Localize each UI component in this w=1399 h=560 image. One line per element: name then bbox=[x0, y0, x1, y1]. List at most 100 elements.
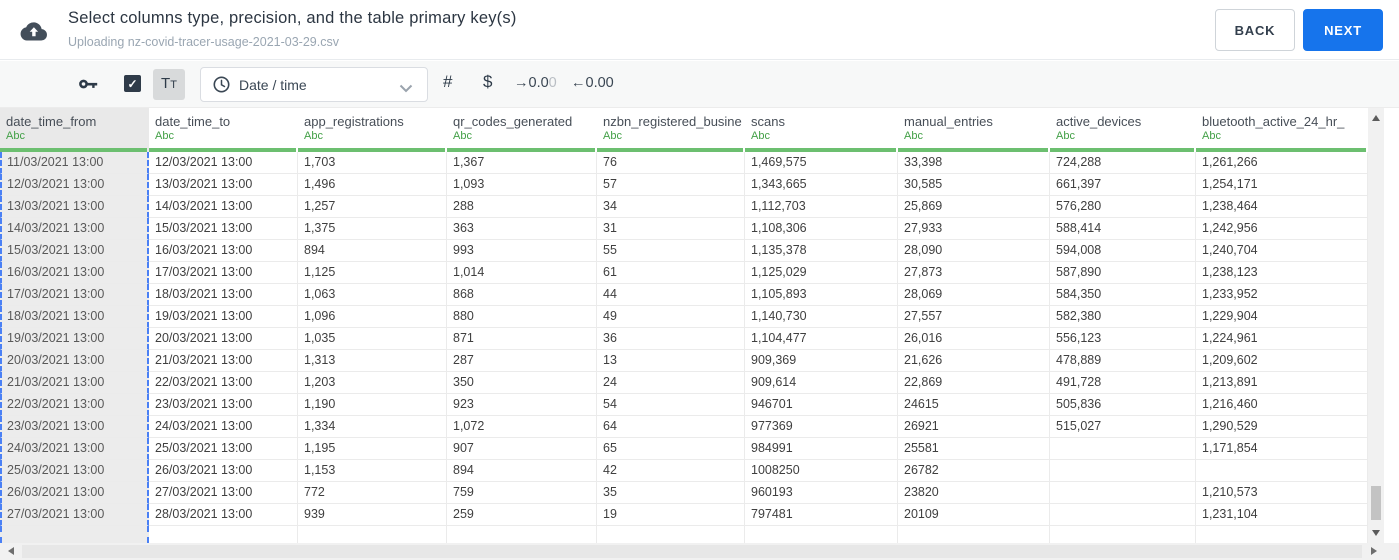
table-cell[interactable]: 28,069 bbox=[898, 284, 1050, 306]
table-cell[interactable]: 44 bbox=[597, 284, 745, 306]
table-cell[interactable]: 11/03/2021 13:00 bbox=[0, 152, 149, 174]
table-cell[interactable]: 491,728 bbox=[1050, 372, 1196, 394]
table-cell[interactable]: 587,890 bbox=[1050, 262, 1196, 284]
table-cell[interactable]: 27,557 bbox=[898, 306, 1050, 328]
primary-key-checkbox[interactable]: ✓ bbox=[124, 75, 141, 92]
table-cell[interactable]: 759 bbox=[447, 482, 597, 504]
table-cell[interactable]: 1,261,266 bbox=[1196, 152, 1368, 174]
table-cell[interactable]: 35 bbox=[597, 482, 745, 504]
table-cell[interactable]: 57 bbox=[597, 174, 745, 196]
table-cell[interactable]: 960193 bbox=[745, 482, 898, 504]
table-cell[interactable]: 21,626 bbox=[898, 350, 1050, 372]
table-cell[interactable]: 977369 bbox=[745, 416, 898, 438]
table-cell[interactable]: 1,096 bbox=[298, 306, 447, 328]
table-cell[interactable]: 27,873 bbox=[898, 262, 1050, 284]
table-cell[interactable]: 12/03/2021 13:00 bbox=[0, 174, 149, 196]
vertical-scrollbar-thumb[interactable] bbox=[1371, 486, 1381, 520]
table-cell[interactable]: 25/03/2021 13:00 bbox=[0, 460, 149, 482]
table-cell[interactable]: 28,090 bbox=[898, 240, 1050, 262]
table-cell[interactable]: 661,397 bbox=[1050, 174, 1196, 196]
table-cell[interactable]: 31 bbox=[597, 218, 745, 240]
table-cell[interactable]: 1008250 bbox=[745, 460, 898, 482]
table-cell[interactable]: 19/03/2021 13:00 bbox=[149, 306, 298, 328]
table-cell[interactable]: 1,213,891 bbox=[1196, 372, 1368, 394]
table-cell[interactable]: 22,869 bbox=[898, 372, 1050, 394]
table-cell[interactable]: 871 bbox=[447, 328, 597, 350]
column-header-app_registrations[interactable]: app_registrations Abc bbox=[298, 108, 447, 152]
table-cell[interactable]: 363 bbox=[447, 218, 597, 240]
table-cell[interactable] bbox=[898, 526, 1050, 543]
horizontal-scrollbar[interactable] bbox=[0, 543, 1399, 560]
table-cell[interactable]: 594,008 bbox=[1050, 240, 1196, 262]
table-cell[interactable]: 1,257 bbox=[298, 196, 447, 218]
table-cell[interactable]: 26,016 bbox=[898, 328, 1050, 350]
table-cell[interactable]: 1,242,956 bbox=[1196, 218, 1368, 240]
table-cell[interactable]: 923 bbox=[447, 394, 597, 416]
scroll-up-icon[interactable] bbox=[1372, 115, 1380, 121]
table-cell[interactable] bbox=[597, 526, 745, 543]
table-cell[interactable]: 939 bbox=[298, 504, 447, 526]
table-cell[interactable]: 1,072 bbox=[447, 416, 597, 438]
table-cell[interactable]: 1,203 bbox=[298, 372, 447, 394]
table-cell[interactable]: 1,334 bbox=[298, 416, 447, 438]
column-header-nzbn_registered_busine[interactable]: nzbn_registered_busine Abc bbox=[597, 108, 745, 152]
table-cell[interactable]: 22/03/2021 13:00 bbox=[0, 394, 149, 416]
table-cell[interactable]: 22/03/2021 13:00 bbox=[149, 372, 298, 394]
table-cell[interactable]: 1,035 bbox=[298, 328, 447, 350]
table-cell[interactable] bbox=[447, 526, 597, 543]
table-cell[interactable]: 588,414 bbox=[1050, 218, 1196, 240]
table-cell[interactable]: 18/03/2021 13:00 bbox=[0, 306, 149, 328]
column-header-manual_entries[interactable]: manual_entries Abc bbox=[898, 108, 1050, 152]
table-cell[interactable]: 1,216,460 bbox=[1196, 394, 1368, 416]
table-cell[interactable] bbox=[745, 526, 898, 543]
table-cell[interactable]: 34 bbox=[597, 196, 745, 218]
table-cell[interactable]: 54 bbox=[597, 394, 745, 416]
table-cell[interactable]: 1,343,665 bbox=[745, 174, 898, 196]
table-cell[interactable]: 17/03/2021 13:00 bbox=[149, 262, 298, 284]
table-cell[interactable] bbox=[0, 526, 149, 543]
table-cell[interactable]: 24/03/2021 13:00 bbox=[149, 416, 298, 438]
table-cell[interactable]: 26/03/2021 13:00 bbox=[149, 460, 298, 482]
table-cell[interactable] bbox=[1050, 504, 1196, 526]
scroll-left-icon[interactable] bbox=[8, 547, 14, 555]
table-cell[interactable]: 15/03/2021 13:00 bbox=[0, 240, 149, 262]
table-cell[interactable]: 20/03/2021 13:00 bbox=[149, 328, 298, 350]
column-header-date_time_to[interactable]: date_time_to Abc bbox=[149, 108, 298, 152]
table-cell[interactable]: 1,290,529 bbox=[1196, 416, 1368, 438]
scroll-down-icon[interactable] bbox=[1372, 530, 1380, 536]
table-cell[interactable]: 14/03/2021 13:00 bbox=[149, 196, 298, 218]
table-cell[interactable]: 1,108,306 bbox=[745, 218, 898, 240]
table-cell[interactable]: 42 bbox=[597, 460, 745, 482]
table-cell[interactable]: 55 bbox=[597, 240, 745, 262]
table-cell[interactable] bbox=[1050, 438, 1196, 460]
table-cell[interactable]: 24 bbox=[597, 372, 745, 394]
column-header-qr_codes_generated[interactable]: qr_codes_generated Abc bbox=[447, 108, 597, 152]
table-cell[interactable]: 49 bbox=[597, 306, 745, 328]
table-cell[interactable]: 287 bbox=[447, 350, 597, 372]
table-cell[interactable]: 1,063 bbox=[298, 284, 447, 306]
table-cell[interactable]: 17/03/2021 13:00 bbox=[0, 284, 149, 306]
table-cell[interactable]: 515,027 bbox=[1050, 416, 1196, 438]
scroll-right-icon[interactable] bbox=[1371, 547, 1377, 555]
table-cell[interactable]: 350 bbox=[447, 372, 597, 394]
table-cell[interactable]: 1,190 bbox=[298, 394, 447, 416]
table-cell[interactable]: 797481 bbox=[745, 504, 898, 526]
table-cell[interactable]: 909,614 bbox=[745, 372, 898, 394]
table-cell[interactable]: 1,135,378 bbox=[745, 240, 898, 262]
table-cell[interactable]: 1,240,704 bbox=[1196, 240, 1368, 262]
table-cell[interactable]: 880 bbox=[447, 306, 597, 328]
table-cell[interactable]: 1,238,123 bbox=[1196, 262, 1368, 284]
table-cell[interactable]: 30,585 bbox=[898, 174, 1050, 196]
table-cell[interactable]: 26782 bbox=[898, 460, 1050, 482]
column-header-bluetooth_active_24_hr_[interactable]: bluetooth_active_24_hr_ Abc bbox=[1196, 108, 1368, 152]
table-cell[interactable]: 13/03/2021 13:00 bbox=[0, 196, 149, 218]
back-button[interactable]: BACK bbox=[1215, 9, 1295, 51]
table-cell[interactable] bbox=[1050, 526, 1196, 543]
table-cell[interactable]: 1,229,904 bbox=[1196, 306, 1368, 328]
table-cell[interactable]: 478,889 bbox=[1050, 350, 1196, 372]
table-cell[interactable]: 76 bbox=[597, 152, 745, 174]
table-cell[interactable]: 25,869 bbox=[898, 196, 1050, 218]
table-cell[interactable]: 1,140,730 bbox=[745, 306, 898, 328]
table-cell[interactable]: 907 bbox=[447, 438, 597, 460]
